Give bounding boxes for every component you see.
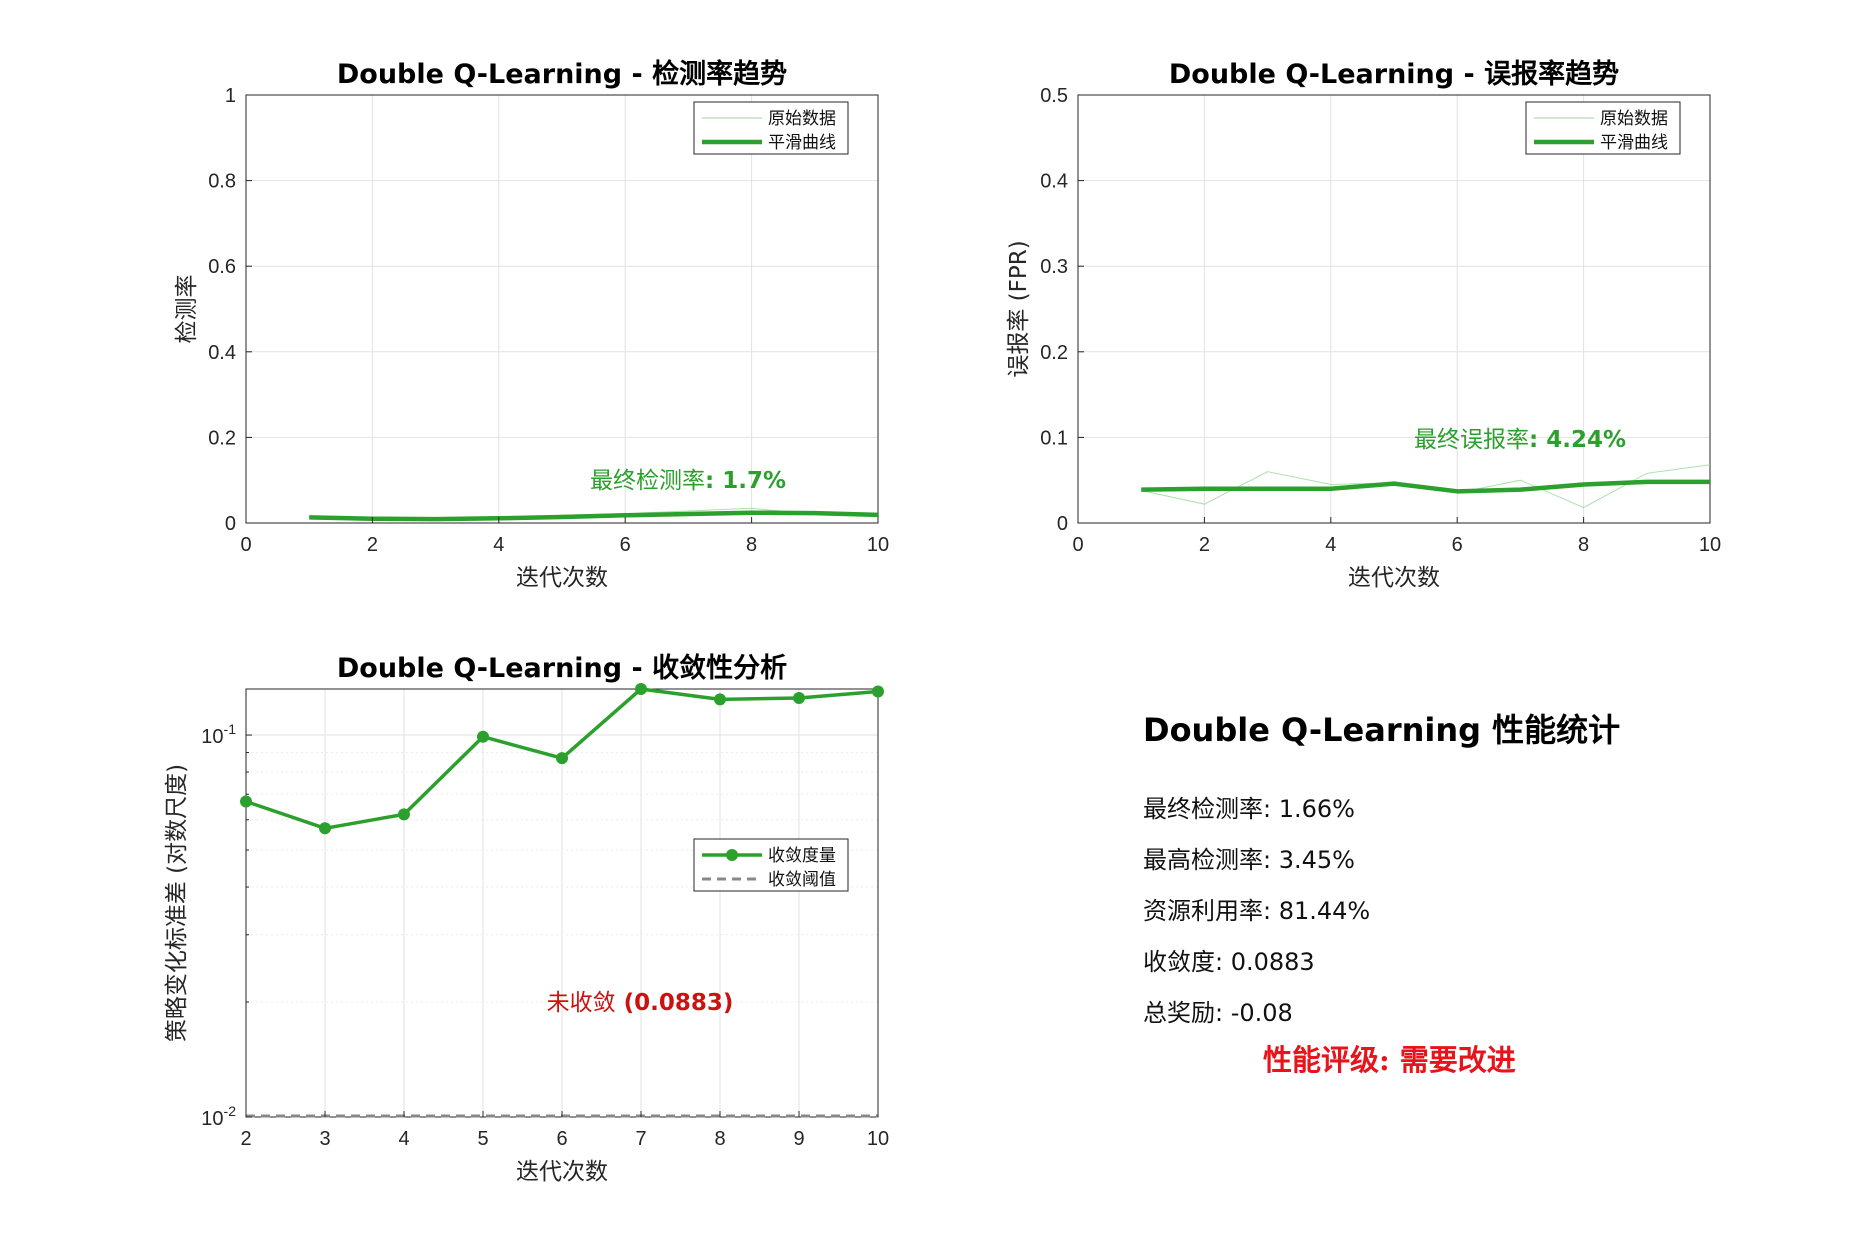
series-smooth-line — [309, 510, 879, 522]
y-tick-label: 0.2 — [1040, 342, 1068, 364]
chart-fpr: 0 2 4 6 8 10 0 0.1 0.2 0.3 0.4 0.5 Double Q-Learnin… — [1006, 58, 1721, 591]
detection-plot — [309, 507, 879, 522]
fpr-annotation-value: : 4.24% — [1529, 427, 1626, 453]
y-tick-label: 0.4 — [1040, 171, 1068, 193]
detection-title: Double Q-Learning - 检测率趋势 — [337, 58, 787, 90]
detection-xlabel: 迭代次数 — [516, 565, 608, 591]
x-tick-label: 2 — [1199, 534, 1210, 556]
fpr-axes-frame — [1077, 94, 1711, 524]
x-tick-label: 0 — [240, 534, 251, 556]
convergence-ticks: 2 3 4 5 6 7 8 9 10 10-2 10-1 — [201, 721, 889, 1150]
y-tick-label: 0.1 — [1040, 427, 1068, 449]
convergence-annotation-label: 未收敛 — [547, 990, 616, 1016]
fpr-ticks: 0 2 4 6 8 10 0 0.1 0.2 0.3 0.4 0.5 — [1040, 85, 1721, 556]
stats-title: Double Q-Learning 性能统计 — [1143, 711, 1621, 749]
fpr-annotation-label: 最终误报率 — [1414, 427, 1529, 453]
y-tick-label: 0 — [1057, 513, 1068, 535]
detection-annotation-label: 最终检测率 — [590, 468, 705, 494]
stat-max-detection: 最高检测率: 3.45% — [1143, 846, 1355, 874]
chart-detection: 0 2 4 6 8 10 0 0.2 0.4 0.6 0.8 1 Double Q-Learning … — [174, 58, 889, 591]
x-tick-label: 8 — [714, 1128, 725, 1150]
y-tick-label: 0.3 — [1040, 256, 1068, 278]
detection-ylabel: 检测率 — [174, 275, 200, 344]
chart-convergence: 2 3 4 5 6 7 8 9 10 10-2 10-1 Double Q-Learning - 收… — [164, 652, 889, 1185]
legend-box — [693, 101, 849, 155]
x-tick-label: 8 — [1578, 534, 1589, 556]
legend-entry-label: 原始数据 — [768, 109, 836, 129]
x-tick-label: 6 — [620, 534, 631, 556]
series-convergence-point — [556, 752, 568, 765]
legend-entry-label: 原始数据 — [1600, 109, 1668, 129]
detection-grid — [245, 94, 879, 524]
fpr-plot — [1141, 464, 1711, 509]
x-tick-label: 0 — [1072, 534, 1083, 556]
detection-axes-frame — [245, 94, 879, 524]
y-tick-label: 10-1 — [201, 721, 236, 748]
stat-resource-utilization: 资源利用率: 81.44% — [1143, 897, 1371, 925]
x-tick-label: 10 — [867, 534, 889, 556]
legend-swatch-marker — [726, 849, 738, 861]
fpr-grid — [1077, 94, 1711, 524]
convergence-annotation: 未收敛 (0.0883) — [547, 990, 734, 1016]
x-tick-label: 8 — [746, 534, 757, 556]
legend-entry-label: 平滑曲线 — [1600, 133, 1668, 153]
convergence-xlabel: 迭代次数 — [516, 1159, 608, 1185]
detection-annotation-value: : 1.7% — [705, 468, 786, 494]
legend-entry-label: 收敛度量 — [768, 846, 836, 866]
x-tick-label: 6 — [556, 1128, 567, 1150]
x-tick-label: 4 — [1325, 534, 1336, 556]
convergence-annotation-value: (0.0883) — [616, 990, 734, 1016]
y-tick-label: 0 — [225, 513, 236, 535]
stat-total-reward: 总奖励: -0.08 — [1143, 999, 1293, 1027]
stat-final-detection: 最终检测率: 1.66% — [1143, 795, 1355, 823]
convergence-title: Double Q-Learning - 收敛性分析 — [337, 652, 787, 684]
x-tick-label: 7 — [635, 1128, 646, 1150]
x-tick-label: 10 — [1699, 534, 1721, 556]
legend-box — [1525, 101, 1681, 155]
stat-convergence: 收敛度: 0.0883 — [1143, 948, 1315, 976]
series-convergence-point — [477, 730, 489, 743]
detection-annotation: 最终检测率: 1.7% — [590, 468, 786, 494]
series-convergence-point — [793, 692, 805, 705]
series-convergence-point — [240, 795, 252, 808]
y-tick-label: 0.5 — [1040, 85, 1068, 107]
series-convergence-point — [319, 822, 331, 835]
fpr-ylabel: 误报率 (FPR) — [1006, 240, 1032, 377]
y-tick-label: 0.4 — [208, 342, 236, 364]
fpr-annotation: 最终误报率: 4.24% — [1414, 427, 1626, 453]
x-tick-label: 10 — [867, 1128, 889, 1150]
series-smooth-line — [1141, 479, 1710, 494]
convergence-ylabel: 策略变化标准差 (对数尺度) — [164, 764, 190, 1042]
stats-panel: Double Q-Learning 性能统计 最终检测率: 1.66% 最高检测… — [1143, 705, 1743, 1077]
series-convergence-point — [872, 685, 884, 698]
legend-box — [693, 838, 849, 892]
series-convergence-point — [714, 693, 726, 706]
legend-entry-label: 收敛阈值 — [768, 870, 836, 890]
x-tick-label: 6 — [1452, 534, 1463, 556]
y-tick-label: 0.8 — [208, 171, 236, 193]
fpr-xlabel: 迭代次数 — [1348, 565, 1440, 591]
x-tick-label: 2 — [240, 1128, 251, 1150]
performance-rating: 性能评级: 需要改进 — [1263, 1043, 1516, 1077]
y-tick-label: 0.2 — [208, 427, 236, 449]
detection-ticks: 0 2 4 6 8 10 0 0.2 0.4 0.6 0.8 1 — [208, 85, 889, 556]
y-tick-label: 1 — [225, 85, 236, 107]
x-tick-label: 3 — [319, 1128, 330, 1150]
series-convergence-point — [398, 808, 410, 821]
x-tick-label: 4 — [493, 534, 504, 556]
y-tick-label: 0.6 — [208, 256, 236, 278]
y-tick-label: 10-2 — [201, 1103, 236, 1130]
x-tick-label: 9 — [793, 1128, 804, 1150]
x-tick-label: 4 — [398, 1128, 409, 1150]
series-convergence-point — [635, 683, 647, 695]
x-tick-label: 5 — [477, 1128, 488, 1150]
fpr-title: Double Q-Learning - 误报率趋势 — [1169, 58, 1619, 90]
legend-entry-label: 平滑曲线 — [768, 133, 836, 153]
x-tick-label: 2 — [367, 534, 378, 556]
